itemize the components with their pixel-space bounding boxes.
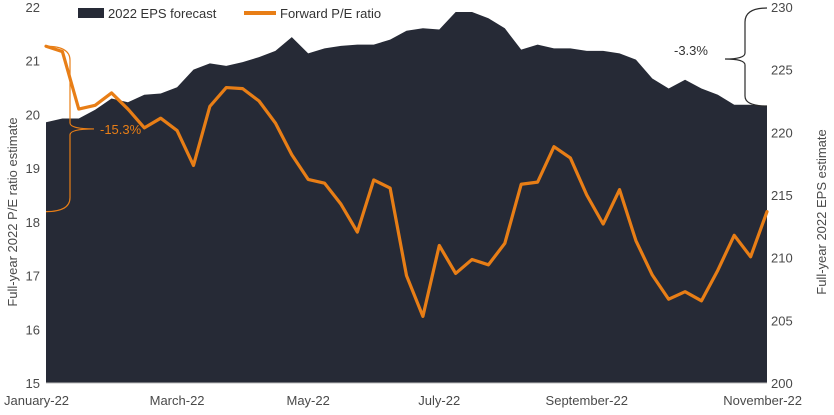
y-right-tick-label: 205 bbox=[771, 313, 793, 328]
y-right-tick-label: 220 bbox=[771, 125, 793, 140]
eps-change-label: -3.3% bbox=[674, 43, 708, 58]
annotations-layer: -15.3% -3.3% bbox=[45, 7, 768, 213]
x-tick-label: September-22 bbox=[546, 393, 628, 408]
y-left-tick-label: 16 bbox=[26, 322, 40, 337]
eps-area-layer bbox=[46, 12, 767, 383]
y-right-tick-label: 200 bbox=[771, 376, 793, 391]
y-right-tick-label: 230 bbox=[771, 0, 793, 15]
y-right-axis-title: Full-year 2022 EPS estimate bbox=[814, 129, 829, 294]
y-right-tick-label: 210 bbox=[771, 251, 793, 266]
legend: 2022 EPS forecast Forward P/E ratio bbox=[78, 6, 381, 21]
eps-area bbox=[46, 12, 767, 383]
y-left-tick-label: 18 bbox=[26, 215, 40, 230]
pe-change-bracket bbox=[45, 45, 95, 213]
pe-change-label: -15.3% bbox=[100, 122, 142, 137]
x-tick-label: November-22 bbox=[723, 393, 802, 408]
legend-swatch-eps bbox=[78, 8, 104, 18]
y-left-tick-label: 19 bbox=[26, 161, 40, 176]
pe-line-layer bbox=[44, 44, 769, 318]
axes-layer: 15 16 17 18 19 20 21 22 200 205 210 215 220 225 230 Jan… bbox=[4, 0, 802, 408]
eps-change-bracket bbox=[724, 7, 768, 107]
x-tick-label: March-22 bbox=[150, 393, 205, 408]
x-tick-label: January-22 bbox=[4, 393, 69, 408]
y-left-tick-label: 20 bbox=[26, 107, 40, 122]
legend-label-pe: Forward P/E ratio bbox=[280, 6, 381, 21]
y-left-axis-title: Full-year 2022 P/E ratio estimate bbox=[5, 117, 20, 306]
x-tick-label: July-22 bbox=[418, 393, 460, 408]
y-left-tick-label: 15 bbox=[26, 376, 40, 391]
y-left-tick-label: 22 bbox=[26, 0, 40, 15]
pe-line bbox=[44, 44, 769, 318]
y-right-tick-label: 215 bbox=[771, 188, 793, 203]
x-tick-label: May-22 bbox=[287, 393, 330, 408]
y-left-tick-label: 17 bbox=[26, 269, 40, 284]
y-right-tick-label: 225 bbox=[771, 63, 793, 78]
y-left-tick-label: 21 bbox=[26, 54, 40, 69]
legend-label-eps: 2022 EPS forecast bbox=[108, 6, 217, 21]
